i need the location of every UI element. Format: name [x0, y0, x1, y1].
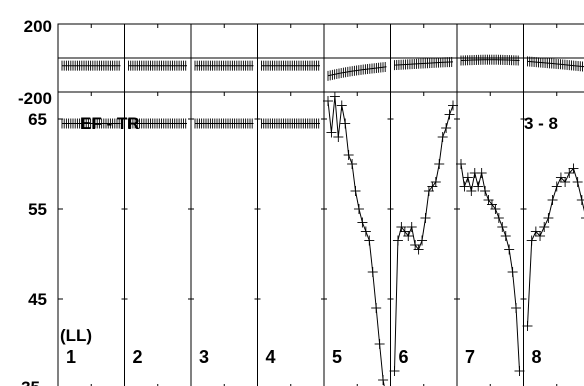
lower-ytick-label-45: 45: [28, 290, 47, 309]
segment-label-1: 1: [66, 347, 76, 367]
lower-line-seg-8: [527, 167, 584, 327]
upper-ytick-label-top: 200: [24, 17, 52, 36]
lower-line-seg-7: [460, 163, 520, 372]
annotation-ef-tr: EF - TR: [80, 114, 140, 133]
lower-ytick-label-65: 65: [28, 110, 47, 129]
segment-label-3: 3: [199, 347, 209, 367]
upper-ytick-label-bottom: -200: [18, 89, 52, 108]
segment-label-4: 4: [266, 347, 276, 367]
lower-plot-frame: [57, 91, 584, 386]
lower-line-seg-5: [327, 96, 385, 386]
segment-label-5: 5: [332, 347, 342, 367]
annotation-ll: (LL): [60, 326, 92, 345]
segment-label-8: 8: [532, 347, 542, 367]
data-series: [61, 54, 584, 386]
segment-label-7: 7: [465, 347, 475, 367]
lower-ytick-label-35: 35: [21, 378, 40, 386]
segment-dividers: [124, 24, 524, 386]
segment-label-2: 2: [133, 347, 143, 367]
lower-line-seg-6: [394, 105, 454, 372]
plot-frames: [57, 23, 584, 386]
tick-marks: [58, 24, 558, 386]
segment-label-6: 6: [399, 347, 409, 367]
annotation-range: 3 - 8: [524, 114, 558, 133]
lower-ytick-label-55: 55: [28, 200, 47, 219]
